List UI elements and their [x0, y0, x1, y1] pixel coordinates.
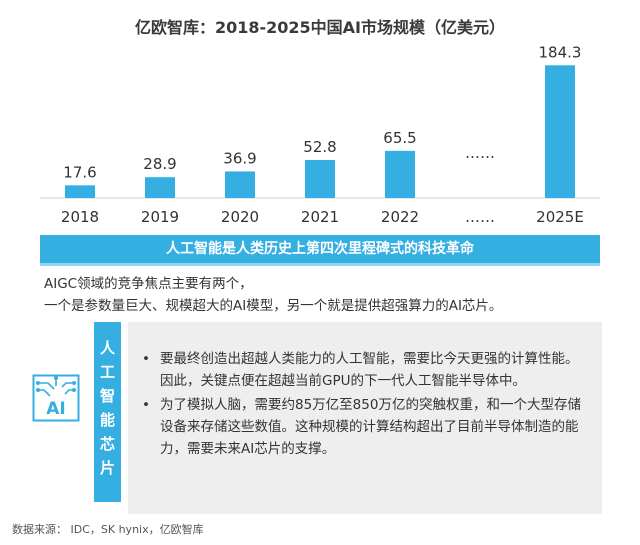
- value-label: 36.9: [223, 149, 256, 167]
- bar-2021: [305, 159, 335, 198]
- value-label: ……: [465, 144, 495, 162]
- bar-2020: [225, 171, 255, 198]
- value-label: 52.8: [303, 138, 336, 156]
- value-label: 28.9: [143, 155, 176, 173]
- banner-underline: [40, 263, 600, 266]
- category-label: 2021: [301, 208, 339, 226]
- data-source: 数据来源： IDC，SK hynix，亿欧智库: [12, 523, 204, 536]
- category-label: 2025E: [536, 208, 584, 226]
- category-label: 2018: [61, 208, 99, 226]
- bullet-item: • 要最终创造出超越人类能力的人工智能，需要比今天更强的计算性能。因此，关键点便…: [140, 348, 590, 392]
- intro-line-1: AIGC领域的竞争焦点主要有两个，: [44, 276, 253, 292]
- category-label: 2019: [141, 208, 179, 226]
- bullet-text: 为了模拟人脑，需要约85万亿至850万亿的突触权重，和一个大型存储设备来存储这些…: [160, 397, 581, 457]
- headline-banner: 人工智能是人类历史上第四次里程碑式的科技革命: [40, 235, 600, 263]
- bar-chart: 17.6 2018 28.9 2019 36.9 2020 52.8 2021 65.5 2022…: [40, 43, 600, 226]
- bar-2025E: [545, 65, 575, 198]
- side-label-char: 智: [99, 387, 115, 405]
- side-label-char: 片: [99, 459, 115, 477]
- side-label: 人 工 智 能 芯 片: [94, 322, 121, 502]
- bullet-text: 要最终创造出超越人类能力的人工智能，需要比今天更强的计算性能。因此，关键点便在超…: [160, 351, 579, 389]
- category-label: ……: [465, 208, 495, 226]
- value-label: 184.3: [539, 43, 582, 61]
- value-label: 17.6: [63, 163, 96, 181]
- value-label: 65.5: [383, 129, 416, 147]
- ai-chip-icon: AI: [32, 374, 80, 422]
- category-label: 2022: [381, 208, 419, 226]
- bar-2019: [145, 177, 175, 198]
- bullet-list: • 要最终创造出超越人类能力的人工智能，需要比今天更强的计算性能。因此，关键点便…: [140, 348, 590, 462]
- ai-icon-text: AI: [46, 399, 65, 419]
- info-panel: [128, 322, 602, 514]
- bullet-marker: •: [142, 397, 150, 413]
- side-label-char: 芯: [99, 435, 115, 453]
- side-label-char: 人: [99, 339, 115, 357]
- intro-line-2: 一个是参数量巨大、规模超大的AI模型，另一个就是提供超强算力的AI芯片。: [44, 298, 503, 314]
- chart-title: 亿欧智库：2018-2025中国AI市场规模（亿美元）: [134, 18, 506, 37]
- bullet-marker: •: [142, 351, 150, 367]
- bar-2018: [65, 185, 95, 198]
- bullet-item: • 为了模拟人脑，需要约85万亿至850万亿的突触权重，和一个大型存储设备来存储…: [140, 394, 590, 460]
- bar-2022: [385, 150, 415, 198]
- category-label: 2020: [221, 208, 259, 226]
- side-label-char: 能: [99, 411, 115, 429]
- side-label-char: 工: [99, 363, 115, 381]
